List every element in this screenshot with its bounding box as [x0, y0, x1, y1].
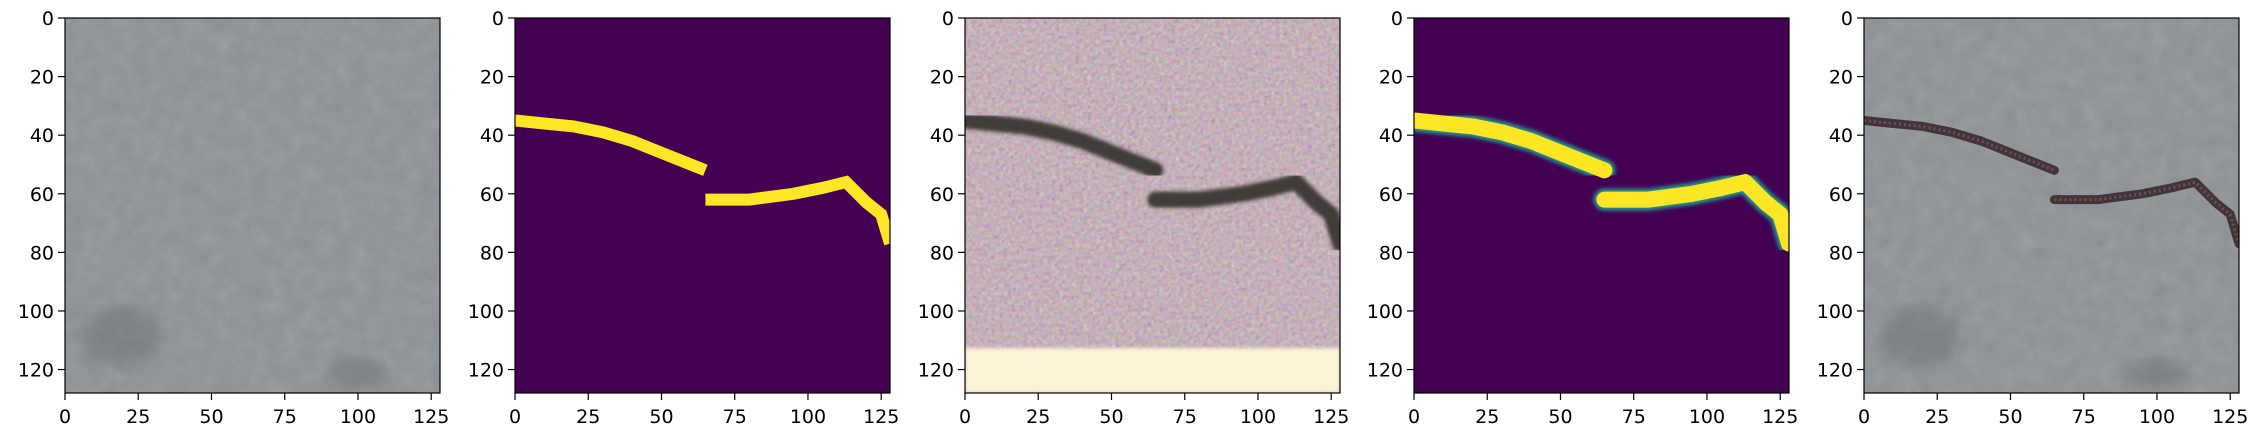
- x-tick-label: 75: [1622, 406, 1646, 428]
- y-tick-label: 120: [1367, 360, 1403, 382]
- axes-frame: [1413, 17, 1790, 394]
- y-tick-label: 100: [918, 301, 954, 323]
- x-tick-label: 0: [59, 406, 71, 428]
- mask-crack: [705, 175, 890, 246]
- dark-patch: [81, 306, 162, 367]
- y-tick-label: 120: [18, 360, 54, 382]
- y-tick-label: 60: [30, 184, 54, 206]
- predicted-mask-panel: 0 25 50 75 100 125 0 20 40 60 80 100 120: [1367, 8, 1799, 428]
- x-tick-label: 125: [413, 406, 449, 428]
- axes-frame: [514, 17, 891, 394]
- y-tick-label: 80: [1379, 242, 1403, 264]
- original-image: [65, 18, 440, 393]
- y-tick-label: 0: [942, 8, 954, 30]
- x-tick-label: 125: [1313, 406, 1349, 428]
- y-tick-label: 80: [30, 242, 54, 264]
- y-tick-label: 80: [930, 242, 954, 264]
- x-tick-label: 0: [509, 406, 521, 428]
- x-tick-label: 0: [959, 406, 971, 428]
- y-tick-label: 80: [480, 242, 504, 264]
- dark-patch: [1880, 306, 1961, 367]
- axes-frame: [964, 17, 1341, 394]
- original-image-panel: 0 25 50 75 100 125 0 20 40 60 80 100 120: [18, 8, 450, 428]
- y-tick-label: 0: [492, 8, 504, 30]
- x-tick-label: 100: [1240, 406, 1276, 428]
- x-tick-label: 25: [1475, 406, 1499, 428]
- x-tick-label: 25: [576, 406, 600, 428]
- axes-frame: [64, 17, 441, 394]
- y-tick-label: 100: [1817, 301, 1853, 323]
- y-tick-label: 0: [1841, 8, 1853, 30]
- saliency-map-panel: 0 25 50 75 100 125 0 20 40 60 80 100 120: [918, 8, 1350, 428]
- y-tick-label: 20: [480, 67, 504, 89]
- x-tick-label: 50: [649, 406, 673, 428]
- x-tick-label: 25: [1026, 406, 1050, 428]
- x-tick-label: 125: [863, 406, 899, 428]
- x-tick-label: 0: [1858, 406, 1870, 428]
- y-tick-label: 40: [1829, 125, 1853, 147]
- mask-crack: [1596, 174, 1789, 252]
- y-tick-label: 100: [1367, 301, 1403, 323]
- y-tick-label: 80: [1829, 242, 1853, 264]
- crack-overlay: [1864, 116, 2059, 175]
- saliency-crack: [965, 112, 1164, 179]
- y-tick-label: 40: [480, 125, 504, 147]
- y-tick-label: 60: [930, 184, 954, 206]
- x-tick-label: 125: [2212, 406, 2248, 428]
- y-tick-label: 40: [30, 125, 54, 147]
- x-tick-label: 100: [2139, 406, 2175, 428]
- ground-truth-mask-panel: 0 25 50 75 100 125 0 20 40 60 80 100 120: [468, 8, 900, 428]
- y-tick-label: 20: [1829, 67, 1853, 89]
- y-tick-label: 120: [1817, 360, 1853, 382]
- x-tick-label: 50: [199, 406, 223, 428]
- y-tick-label: 60: [1829, 184, 1853, 206]
- crack-overlay-highlight: [2054, 180, 2239, 245]
- mask-background: [515, 18, 890, 393]
- x-tick-label: 50: [1099, 406, 1123, 428]
- dark-patch: [327, 359, 388, 390]
- axes-frame: [1863, 17, 2240, 394]
- x-tick-label: 25: [1925, 406, 1949, 428]
- y-tick-label: 40: [1379, 125, 1403, 147]
- saliency-crack: [1147, 174, 1340, 252]
- y-tick-label: 60: [480, 184, 504, 206]
- y-tick-label: 60: [1379, 184, 1403, 206]
- x-tick-label: 125: [1762, 406, 1798, 428]
- mask-crack: [1414, 112, 1613, 179]
- saliency-map: [965, 18, 1340, 393]
- y-tick-label: 120: [468, 360, 504, 382]
- y-tick-label: 0: [1391, 8, 1403, 30]
- overlay-image: [1864, 18, 2239, 393]
- y-tick-label: 0: [42, 8, 54, 30]
- x-tick-label: 75: [1173, 406, 1197, 428]
- x-tick-label: 75: [723, 406, 747, 428]
- overlay-image-panel: 0 25 50 75 100 125 0 20 40 60 80 100 120: [1817, 8, 2249, 428]
- predicted-mask: [1414, 18, 1789, 393]
- ground-truth-mask: [515, 18, 890, 393]
- x-tick-label: 25: [126, 406, 150, 428]
- y-tick-label: 20: [1379, 67, 1403, 89]
- x-tick-label: 75: [2072, 406, 2096, 428]
- y-tick-label: 40: [930, 125, 954, 147]
- saliency-bright-band: [965, 348, 1340, 393]
- x-tick-label: 0: [1408, 406, 1420, 428]
- x-tick-label: 50: [1548, 406, 1572, 428]
- y-tick-label: 20: [930, 67, 954, 89]
- y-tick-label: 100: [18, 301, 54, 323]
- y-tick-label: 120: [918, 360, 954, 382]
- y-tick-label: 100: [468, 301, 504, 323]
- x-tick-label: 100: [1689, 406, 1725, 428]
- x-tick-label: 100: [340, 406, 376, 428]
- x-tick-label: 50: [1998, 406, 2022, 428]
- x-tick-label: 100: [790, 406, 826, 428]
- y-tick-label: 20: [30, 67, 54, 89]
- dark-patch: [2126, 359, 2187, 390]
- mask-crack: [515, 114, 708, 176]
- x-tick-label: 75: [273, 406, 297, 428]
